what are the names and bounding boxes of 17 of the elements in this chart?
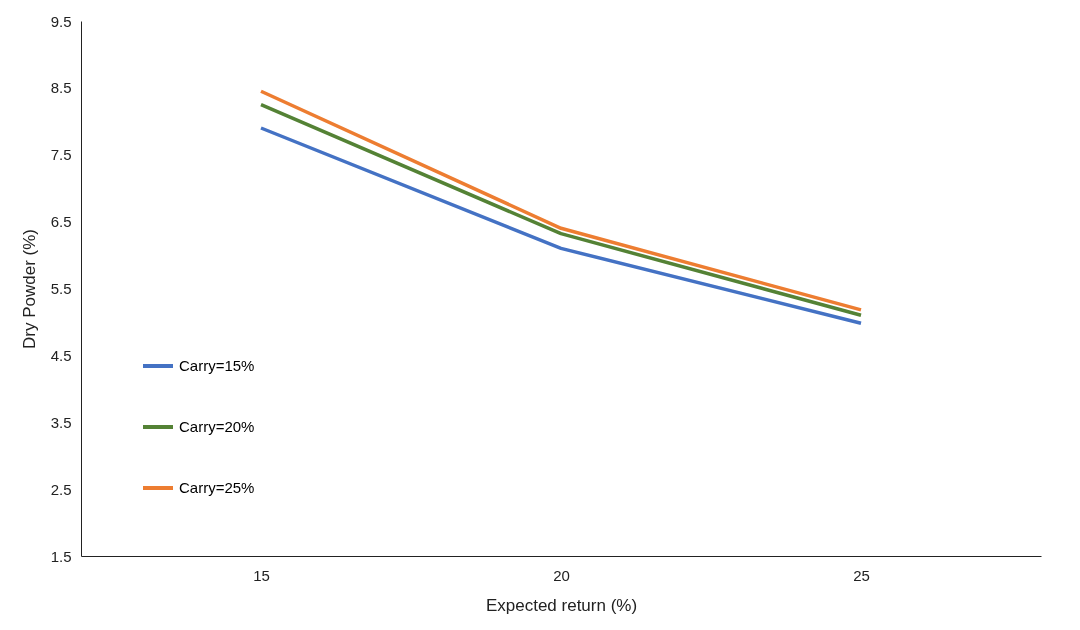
legend-label: Carry=15% <box>179 357 255 374</box>
y-tick-label: 8.5 <box>50 79 72 97</box>
y-tick-label: 9.5 <box>50 12 72 30</box>
y-tick-label: 2.5 <box>50 480 72 498</box>
y-tick-label: 6.5 <box>50 213 72 231</box>
legend-label: Carry=25% <box>179 479 255 496</box>
legend-label: Carry=20% <box>179 418 255 435</box>
y-tick-label: 5.5 <box>50 280 72 297</box>
x-tick-label: 20 <box>553 566 570 584</box>
x-tick-label: 15 <box>253 566 270 584</box>
x-axis-title: Expected return (%) <box>485 595 638 615</box>
y-axis-title: Dry Powder (%) <box>19 229 39 349</box>
y-tick-label: 3.5 <box>50 413 72 431</box>
y-tick-label: 1.5 <box>50 547 72 565</box>
y-tick-label: 7.5 <box>50 146 72 164</box>
y-tick-label: 4.5 <box>50 346 72 364</box>
x-tick-label: 25 <box>853 566 870 584</box>
